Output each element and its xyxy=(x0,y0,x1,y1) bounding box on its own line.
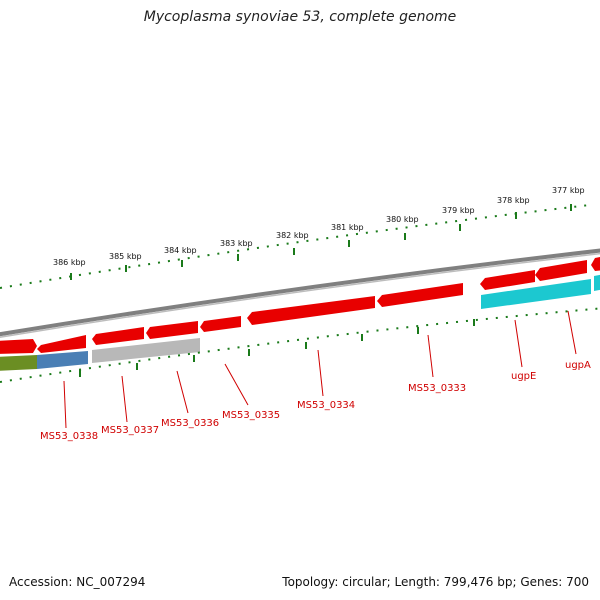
cds-arrow xyxy=(535,260,587,281)
gene-label: ugpA xyxy=(565,360,591,371)
cds-arrow xyxy=(37,335,86,353)
gene-label: MS53_0337 xyxy=(101,425,159,436)
upper-major-ticks xyxy=(70,204,572,280)
genome-backbone xyxy=(0,248,600,337)
cds-arrow xyxy=(92,327,144,345)
cog-bar-cyan xyxy=(594,274,600,291)
gene-labels: MS53_0338 MS53_0337 MS53_0336 MS53_0335 … xyxy=(40,360,591,442)
ruler-label: 381 kbp xyxy=(331,223,364,232)
ruler-labels: 386 kbp 385 kbp 384 kbp 383 kbp 382 kbp … xyxy=(53,186,585,267)
cds-arrow xyxy=(377,283,463,307)
ruler-label: 383 kbp xyxy=(220,239,253,248)
cog-bar-gray xyxy=(92,338,200,363)
genome-backbone-shadow xyxy=(0,252,600,338)
cog-category-bars xyxy=(0,274,600,371)
ruler-label: 377 kbp xyxy=(552,186,585,195)
cog-bar-steelblue xyxy=(37,351,88,369)
ruler-label: 384 kbp xyxy=(164,246,197,255)
ruler-label: 385 kbp xyxy=(109,252,142,261)
cds-arrow xyxy=(480,270,535,290)
ruler-label: 378 kbp xyxy=(497,196,530,205)
ruler-label: 379 kbp xyxy=(442,206,475,215)
gene-label: MS53_0333 xyxy=(408,383,466,394)
lower-major-ticks xyxy=(79,319,475,377)
ruler-label: 382 kbp xyxy=(276,231,309,240)
gene-label: ugpE xyxy=(511,371,536,382)
gene-label: MS53_0336 xyxy=(161,418,219,429)
cog-bar-olive xyxy=(0,355,37,371)
gene-label: MS53_0335 xyxy=(222,410,280,421)
cds-arrow xyxy=(0,339,37,354)
cog-bar-cyan xyxy=(481,279,591,309)
cds-arrow xyxy=(146,321,198,339)
upper-ruler xyxy=(0,204,591,289)
ruler-label: 380 kbp xyxy=(386,215,419,224)
map-title: Mycoplasma synoviae 53, complete genome xyxy=(143,9,457,25)
genome-summary: Topology: circular; Length: 799,476 bp; … xyxy=(282,575,589,589)
ruler-label: 386 kbp xyxy=(53,258,86,267)
gene-label: MS53_0338 xyxy=(40,431,98,442)
cds-arrow xyxy=(200,316,241,332)
cds-arrow xyxy=(247,296,375,325)
cds-forward-strand xyxy=(0,257,600,354)
cds-arrow xyxy=(591,257,600,271)
gene-leader-lines xyxy=(63,310,577,429)
accession-label: Accession: NC_007294 xyxy=(9,575,146,589)
gene-label: MS53_0334 xyxy=(297,400,355,411)
